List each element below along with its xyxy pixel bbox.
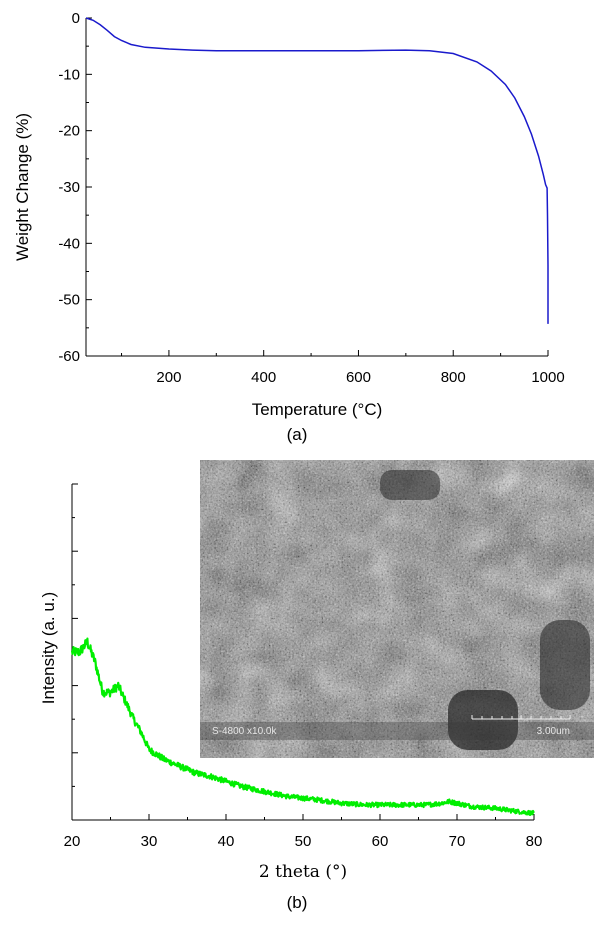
- panel-a-x-axis-title: Temperature (°C): [252, 400, 383, 419]
- panel-b-x-ticks: 20 30 40 50 60 70 80: [64, 814, 543, 850]
- panel-a: 0 -10 -20 -30 -40 -50 -60 200 400 600 800 1000 Wei…: [13, 10, 565, 444]
- panel-a-y-axis-title: Weight Change (%): [13, 113, 32, 261]
- panel-b-x-tick-label: 80: [526, 833, 543, 850]
- panel-b-x-tick-label: 70: [449, 833, 466, 850]
- panel-a-y-tick-label: -60: [58, 348, 80, 365]
- panel-a-x-tick-label: 600: [346, 369, 371, 386]
- panel-a-x-tick-label: 400: [251, 369, 276, 386]
- sem-info-bar: [200, 722, 594, 740]
- panel-a-y-tick-label: -40: [58, 235, 80, 252]
- panel-a-y-tick-label: -10: [58, 66, 80, 83]
- sem-inset: S-4800 x10.0k 3.00um: [200, 460, 594, 758]
- sem-scale-label: 3.00um: [537, 726, 570, 737]
- panel-b-x-tick-label: 20: [64, 833, 81, 850]
- panel-b-series-line: [70, 637, 535, 816]
- panel-a-series-line: [85, 17, 549, 324]
- panel-b: 20 30 40 50 60 70 80 Intensity (a. u.) 2 theta…: [39, 460, 594, 912]
- panel-a-y-tick-label: -30: [58, 179, 80, 196]
- panel-b-x-axis-title: 2 theta (°): [259, 862, 347, 882]
- panel-a-x-tick-label: 200: [156, 369, 181, 386]
- panel-b-x-tick-label: 40: [218, 833, 235, 850]
- panel-a-label: (a): [287, 425, 308, 444]
- panel-b-x-tick-label: 60: [372, 833, 389, 850]
- panel-a-x-ticks: 200 400 600 800 1000: [121, 350, 565, 386]
- panel-b-y-axis-title: Intensity (a. u.): [39, 592, 58, 704]
- sem-dark-pore-1: [448, 690, 518, 750]
- sem-dark-pore-2: [540, 620, 590, 710]
- sem-instrument-label: S-4800 x10.0k: [212, 726, 277, 737]
- sem-dark-pore-3: [380, 470, 440, 500]
- panel-b-label: (b): [287, 893, 308, 912]
- sem-image-texture-fine: [200, 460, 594, 758]
- panel-a-y-ticks: 0 -10 -20 -30 -40 -50 -60: [58, 10, 92, 365]
- panel-a-y-tick-label: -20: [58, 123, 80, 140]
- panel-a-y-tick-label: 0: [72, 10, 80, 27]
- panel-a-x-tick-label: 800: [441, 369, 466, 386]
- panel-a-y-tick-label: -50: [58, 292, 80, 309]
- panel-b-x-tick-label: 50: [295, 833, 312, 850]
- panel-a-axes: [85, 18, 548, 357]
- panel-b-x-tick-label: 30: [141, 833, 158, 850]
- sem-scale-bar: [471, 715, 571, 720]
- panel-a-x-tick-label: 1000: [531, 369, 564, 386]
